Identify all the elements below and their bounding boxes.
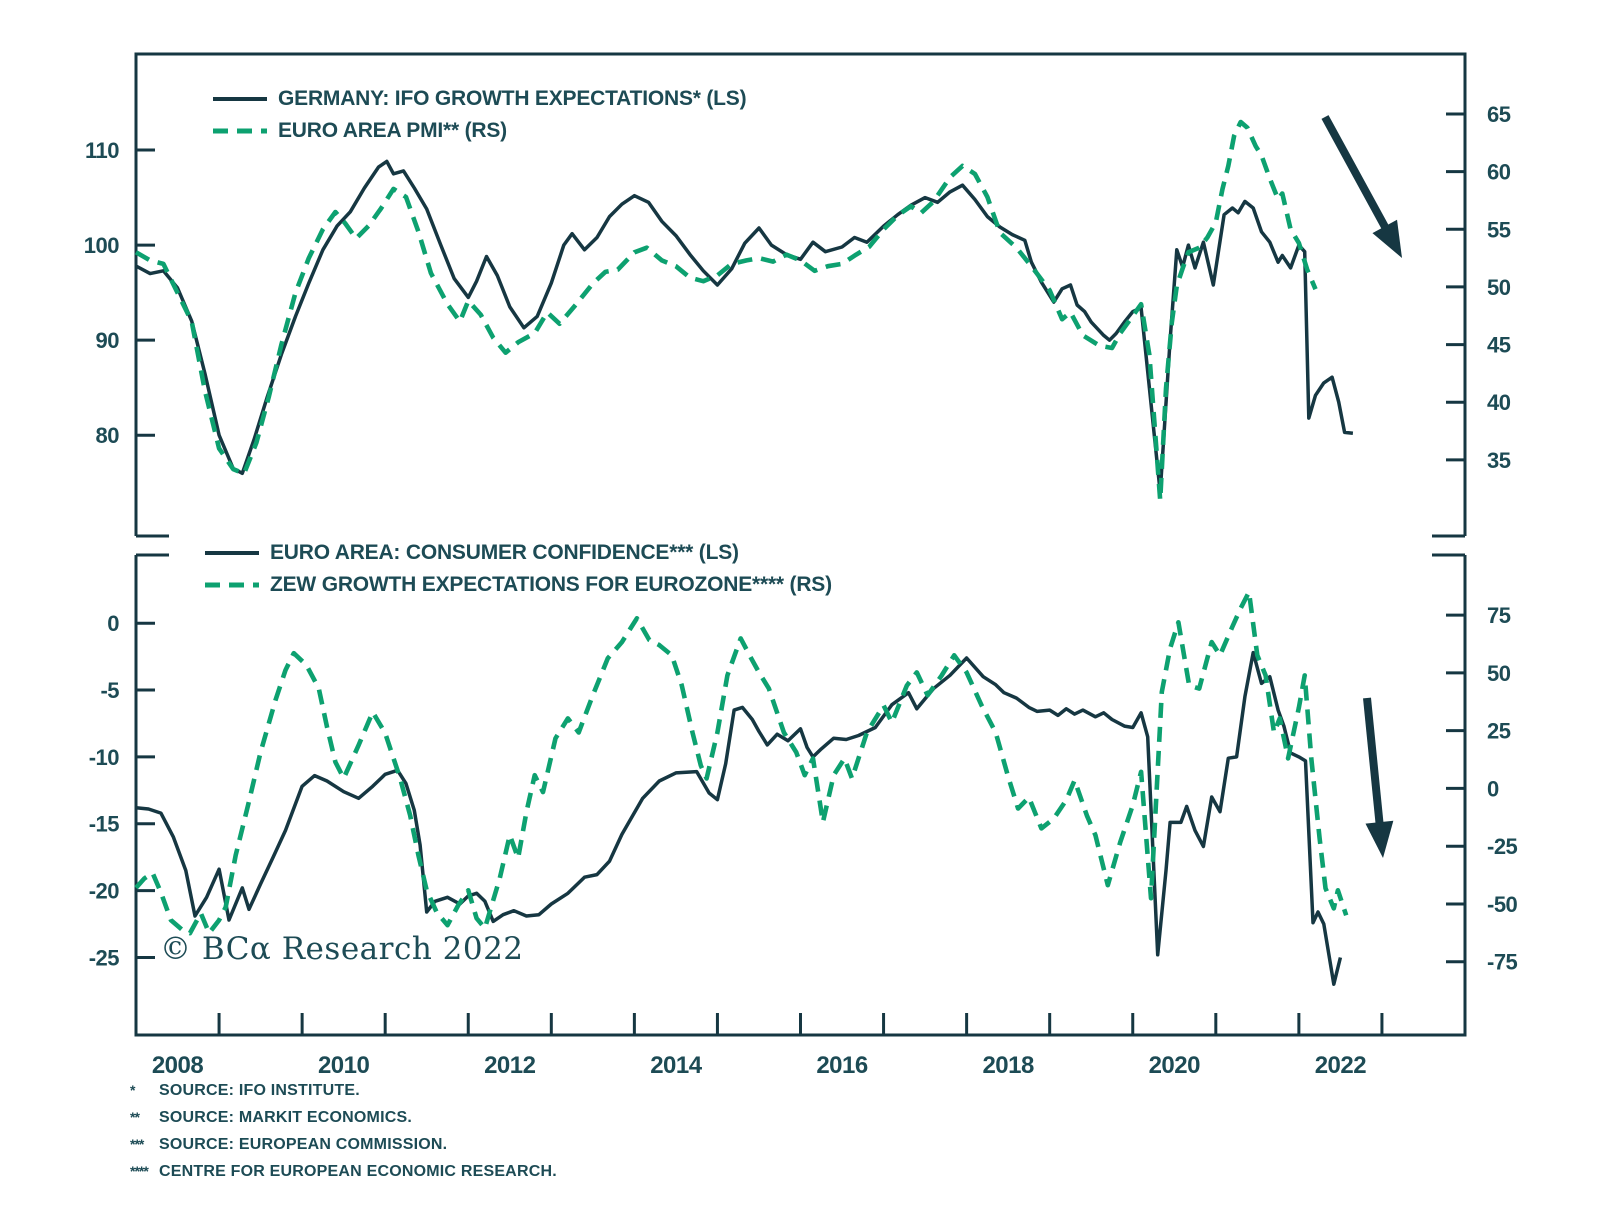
- right-axis-tick-label: -50: [1487, 892, 1518, 917]
- legend-item-zew: ZEW GROWTH EXPECTATIONS FOR EUROZONE****…: [205, 572, 832, 598]
- legend-label-pmi: EURO AREA PMI** (RS): [278, 119, 507, 142]
- legend-item-pmi: EURO AREA PMI** (RS): [213, 118, 746, 144]
- panel-frame-top: [134, 52, 1467, 538]
- right-axis-top: 65 60 55 50 45 40 35: [1446, 102, 1511, 473]
- x-axis: 2008 2010 2012 2014 2016 2018 2020 2022: [152, 1013, 1384, 1079]
- right-axis-tick-label: 50: [1487, 661, 1511, 686]
- solid-line-sample: [205, 551, 259, 555]
- down-arrow-bottom-icon: [1363, 697, 1394, 858]
- right-axis-tick-label: -75: [1487, 950, 1518, 975]
- down-arrow-top-icon: [1321, 115, 1402, 258]
- footnote-text: SOURCE: EUROPEAN COMMISSION.: [159, 1136, 448, 1153]
- footnote-text: SOURCE: MARKIT ECONOMICS.: [159, 1109, 412, 1126]
- x-axis-year-label: 2008: [152, 1052, 204, 1079]
- right-axis-tick-label: 65: [1487, 102, 1511, 127]
- legend-bottom-panel: EURO AREA: CONSUMER CONFIDENCE*** (LS) Z…: [205, 540, 832, 598]
- solid-line-sample: [213, 97, 267, 101]
- x-axis-year-label: 2016: [816, 1052, 868, 1079]
- footnote-text: SOURCE: IFO INSTITUTE.: [159, 1082, 360, 1099]
- right-axis-tick-label: 40: [1487, 390, 1511, 415]
- footnote-marker: *: [130, 1082, 135, 1098]
- right-axis-bottom: 75 50 25 0 -25 -50 -75: [1446, 603, 1518, 975]
- x-axis-year-label: 2018: [982, 1052, 1034, 1079]
- zew-growth-expectations-eurozone-line: [134, 589, 1349, 936]
- left-axis-tick-label: -20: [89, 879, 120, 904]
- x-axis-year-label: 2020: [1149, 1052, 1201, 1079]
- footnotes: * SOURCE: IFO INSTITUTE. ** SOURCE: MARK…: [130, 1082, 557, 1181]
- left-axis-top: 110 100 90 80: [84, 138, 155, 448]
- left-axis-tick-label: 0: [107, 611, 119, 636]
- right-axis-tick-label: 60: [1487, 160, 1511, 185]
- x-axis-year-label: 2022: [1315, 1052, 1367, 1079]
- left-axis-tick-label: 100: [84, 233, 119, 258]
- legend-item-ifo: GERMANY: IFO GROWTH EXPECTATIONS* (LS): [213, 86, 747, 112]
- right-axis-tick-label: 45: [1487, 333, 1511, 358]
- dashed-line-sample: [205, 582, 259, 588]
- right-axis-tick-label: 0: [1487, 776, 1499, 801]
- footnote-marker: ****: [130, 1163, 149, 1179]
- left-axis-tick-label: -5: [100, 678, 119, 703]
- footnote-marker: ***: [130, 1136, 144, 1152]
- left-axis-tick-label: -25: [89, 945, 120, 970]
- legend-label-zew: ZEW GROWTH EXPECTATIONS FOR EUROZONE****…: [270, 573, 832, 596]
- left-axis-tick-label: 90: [96, 328, 120, 353]
- legend-top-panel: GERMANY: IFO GROWTH EXPECTATIONS* (LS) E…: [213, 86, 747, 144]
- x-axis-year-label: 2014: [650, 1052, 703, 1079]
- dashed-line-sample: [213, 128, 267, 134]
- copyright-notice: © BCα Research 2022: [160, 931, 524, 967]
- left-axis-bottom: 0 -5 -10 -15 -20 -25: [89, 611, 155, 970]
- right-axis-tick-label: 75: [1487, 603, 1511, 628]
- x-axis-year-label: 2012: [484, 1052, 536, 1079]
- footnote-item: **** CENTRE FOR EUROPEAN ECONOMIC RESEAR…: [130, 1163, 557, 1181]
- legend-label-ifo: GERMANY: IFO GROWTH EXPECTATIONS* (LS): [278, 87, 747, 110]
- left-axis-tick-label: -10: [89, 745, 120, 770]
- euro-area-pmi-line: [134, 119, 1318, 503]
- left-axis-tick-label: 80: [96, 423, 120, 448]
- legend-item-consumer-confidence: EURO AREA: CONSUMER CONFIDENCE*** (LS): [205, 540, 832, 566]
- footnote-item: ** SOURCE: MARKIT ECONOMICS.: [130, 1109, 557, 1127]
- euro-area-consumer-confidence-line: [135, 650, 1343, 986]
- footnote-text: CENTRE FOR EUROPEAN ECONOMIC RESEARCH.: [159, 1163, 557, 1180]
- left-axis-tick-label: 110: [85, 138, 119, 163]
- right-axis-tick-label: -25: [1487, 834, 1518, 859]
- legend-label-consumer-confidence: EURO AREA: CONSUMER CONFIDENCE*** (LS): [270, 541, 739, 564]
- x-axis-year-label: 2010: [318, 1052, 370, 1079]
- left-axis-tick-label: -15: [89, 812, 120, 837]
- right-axis-tick-label: 50: [1487, 275, 1511, 300]
- right-axis-tick-label: 55: [1487, 217, 1511, 242]
- right-axis-tick-label: 35: [1487, 448, 1511, 473]
- footnote-item: *** SOURCE: EUROPEAN COMMISSION.: [130, 1136, 557, 1154]
- germany-ifo-growth-expectations-line: [135, 159, 1354, 495]
- right-axis-tick-label: 25: [1487, 719, 1511, 744]
- footnote-item: * SOURCE: IFO INSTITUTE.: [130, 1082, 557, 1100]
- footnote-marker: **: [130, 1109, 140, 1125]
